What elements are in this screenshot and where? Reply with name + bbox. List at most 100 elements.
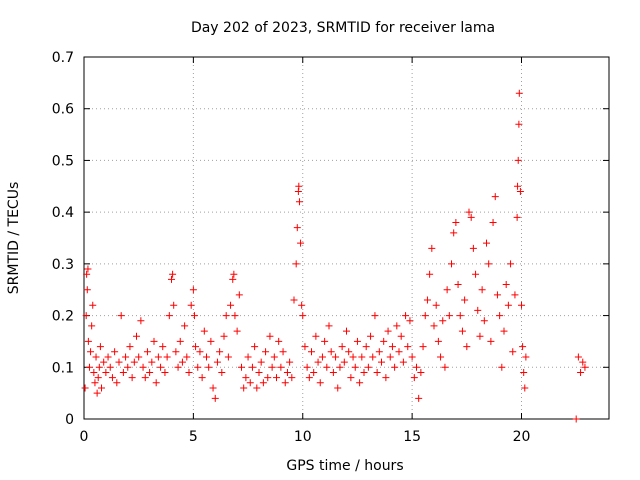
data-point (231, 312, 239, 320)
data-point (128, 374, 136, 382)
data-point (515, 120, 523, 128)
data-point (124, 363, 132, 371)
data-point (343, 327, 350, 335)
data-point (135, 353, 143, 361)
data-point (209, 384, 217, 392)
data-point (143, 348, 151, 356)
data-point (298, 301, 306, 309)
data-point (456, 312, 464, 320)
data-point (386, 353, 394, 361)
data-point (279, 348, 287, 356)
data-point (246, 379, 254, 387)
data-point (314, 358, 322, 366)
data-point (305, 374, 313, 382)
data-point (437, 353, 445, 361)
data-point (91, 379, 99, 387)
data-point (520, 368, 528, 376)
data-point (349, 353, 357, 361)
data-point (130, 358, 138, 366)
data-point (332, 353, 340, 361)
data-point (443, 286, 451, 294)
data-point (504, 301, 512, 309)
data-point (458, 327, 466, 335)
data-point (238, 363, 245, 371)
data-point (283, 368, 291, 376)
data-point (364, 363, 372, 371)
data-point (290, 296, 298, 304)
data-point (216, 348, 224, 356)
data-point (273, 374, 280, 382)
data-point (108, 374, 116, 382)
data-point (277, 363, 285, 371)
data-point (502, 281, 510, 289)
data-point (117, 312, 125, 320)
y-tick-label: 0.5 (52, 153, 74, 169)
data-point (189, 286, 197, 294)
data-point (96, 343, 104, 351)
data-point (104, 353, 112, 361)
data-point (371, 312, 379, 320)
data-point (87, 348, 95, 356)
data-point (493, 291, 501, 299)
data-point (119, 368, 127, 376)
data-point (235, 291, 243, 299)
data-point (281, 379, 289, 387)
data-point (218, 368, 226, 376)
data-point (148, 358, 156, 366)
data-point (170, 301, 178, 309)
x-tick-label: 5 (189, 429, 198, 445)
data-point (98, 384, 105, 392)
data-point (89, 301, 97, 309)
data-point (113, 379, 121, 387)
data-point (491, 193, 499, 201)
data-point (253, 384, 261, 392)
data-point (244, 353, 252, 361)
data-point (483, 239, 490, 247)
data-point (227, 301, 235, 309)
data-point (295, 198, 303, 206)
data-point (336, 363, 344, 371)
data-point (369, 353, 377, 361)
data-point (395, 348, 403, 356)
axis-ticks: 0 0.1 0.2 0.3 0.4 0.5 0.6 0.7 0 5 10 15 20 (52, 50, 609, 445)
data-point (213, 358, 221, 366)
data-point (257, 358, 265, 366)
data-point (581, 363, 589, 371)
data-point (187, 301, 195, 309)
data-point (362, 343, 370, 351)
y-tick-label: 0.6 (52, 102, 74, 118)
plot-frame (83, 56, 610, 420)
data-point (358, 353, 366, 361)
data-point (340, 358, 348, 366)
data-point (92, 353, 100, 361)
chart-title: Day 202 of 2023, SRMTID for receiver lam… (191, 20, 495, 36)
data-point (406, 317, 414, 325)
data-point (81, 384, 89, 392)
data-point (106, 363, 114, 371)
data-point (518, 301, 525, 309)
data-point (513, 213, 521, 221)
data-point (574, 353, 582, 361)
x-tick-label: 10 (294, 429, 312, 445)
data-point (88, 322, 96, 330)
data-point (408, 353, 416, 361)
y-tick-label: 0.3 (52, 257, 74, 273)
data-point (467, 213, 475, 221)
data-point (474, 306, 482, 314)
data-point (168, 275, 175, 283)
y-tick-label: 0.4 (52, 205, 74, 221)
data-point (454, 281, 462, 289)
data-point (310, 368, 318, 376)
data-point (183, 353, 191, 361)
data-point (452, 218, 460, 226)
data-point (514, 156, 522, 164)
data-point (413, 363, 420, 371)
data-point (325, 322, 333, 330)
data-point (255, 368, 263, 376)
data-point (334, 384, 342, 392)
data-point (388, 343, 396, 351)
data-point (303, 363, 311, 371)
data-point (516, 187, 524, 195)
data-point (157, 363, 165, 371)
data-point (200, 327, 208, 335)
